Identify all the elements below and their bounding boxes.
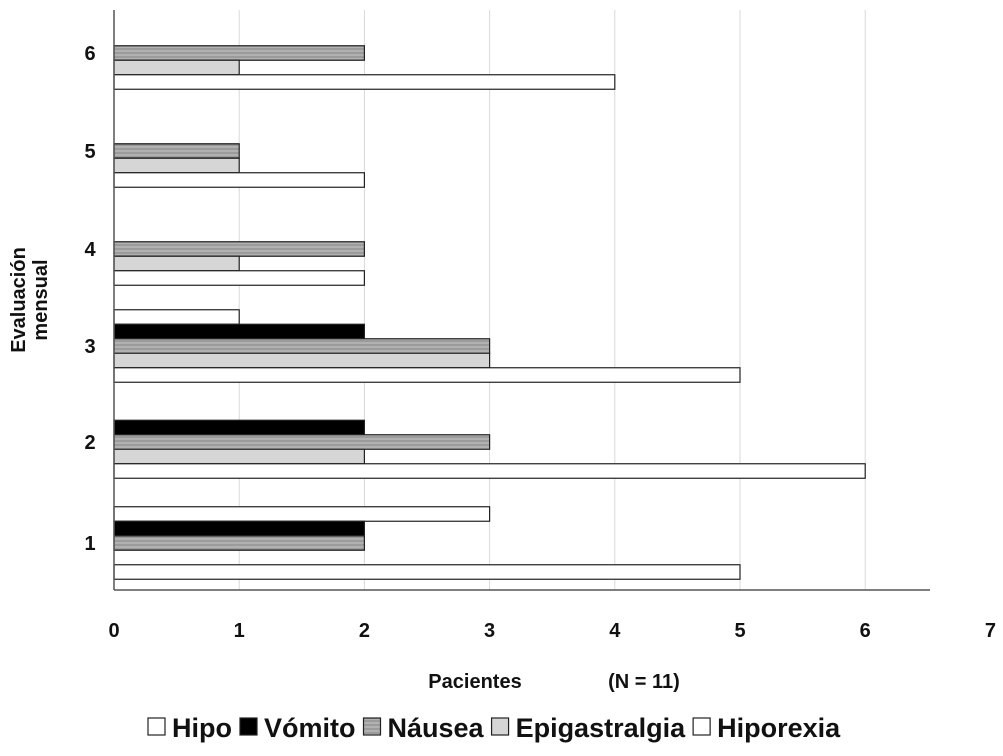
bar-hiporexia-5 [113, 172, 365, 188]
y-tick-label: 3 [84, 336, 95, 358]
bar-nausea-3 [113, 338, 491, 354]
legend-swatch-vomito [239, 717, 258, 736]
x-tick-label: 6 [860, 620, 871, 642]
bar-hipo-1 [113, 506, 491, 522]
bar-vomito-1 [113, 520, 365, 537]
legend-label-nausea: Náusea [388, 713, 485, 743]
y-tick-labels: 1 2 3 4 5 6 [84, 43, 96, 555]
x-tick-label: 5 [734, 620, 745, 642]
bar-epigastralgia-5 [113, 157, 240, 174]
bar-nausea-2 [113, 434, 491, 450]
legend-label-epigastralgia: Epigastralgia [516, 713, 687, 743]
legend-label-vomito: Vómito [264, 713, 356, 743]
x-axis-title: Pacientes [428, 671, 521, 693]
bar-hiporexia-1 [113, 564, 741, 580]
bar-nausea-6 [113, 45, 365, 61]
bar-epigastralgia-3 [113, 352, 491, 369]
bar-vomito-3 [113, 323, 365, 340]
legend-label-hipo: Hipo [172, 713, 232, 743]
legend-swatch-hipo [147, 717, 166, 736]
x-tick-label: 0 [108, 620, 119, 642]
legend-swatch-hiporexia [692, 717, 711, 736]
legend-swatch-epigastralgia [490, 717, 510, 736]
y-tick-label: 4 [84, 239, 96, 261]
bar-nausea-4 [113, 241, 365, 257]
x-tick-label: 3 [484, 620, 495, 642]
legend-swatch-nausea [362, 717, 382, 736]
bar-hiporexia-6 [113, 74, 616, 90]
y-tick-label: 1 [84, 533, 95, 555]
x-tick-label: 7 [985, 620, 996, 642]
legend-label-hiporexia: Hiporexia [717, 713, 841, 743]
bar-nausea-1 [113, 535, 365, 551]
x-tick-label: 1 [234, 620, 245, 642]
y-axis-title: Evaluación mensual [8, 247, 52, 353]
y-tick-label: 2 [84, 432, 95, 454]
bar-epigastralgia-2 [113, 448, 365, 465]
gridlines [238, 10, 866, 590]
x-tick-label: 2 [359, 620, 370, 642]
y-tick-label: 6 [84, 43, 95, 65]
x-tick-label: 4 [609, 620, 621, 642]
y-axis-title-line2: mensual [30, 259, 52, 340]
bar-epigastralgia-4 [113, 255, 240, 272]
y-tick-label: 5 [84, 141, 95, 163]
bar-vomito-2 [113, 419, 365, 436]
bar-hiporexia-2 [113, 463, 866, 479]
legend: Hipo Vómito Náusea Epigastralgia Hiporexia [147, 713, 841, 743]
bar-hiporexia-4 [113, 270, 365, 286]
bar-nausea-5 [113, 143, 240, 159]
y-axis-title-line1: Evaluación [8, 247, 30, 353]
bar-hipo-3 [113, 309, 240, 325]
bar-hiporexia-3 [113, 367, 741, 383]
bar-epigastralgia-6 [113, 59, 240, 76]
x-tick-labels: 0 1 2 3 4 5 6 7 [108, 620, 996, 642]
x-axis-note: (N = 11) [608, 671, 680, 693]
